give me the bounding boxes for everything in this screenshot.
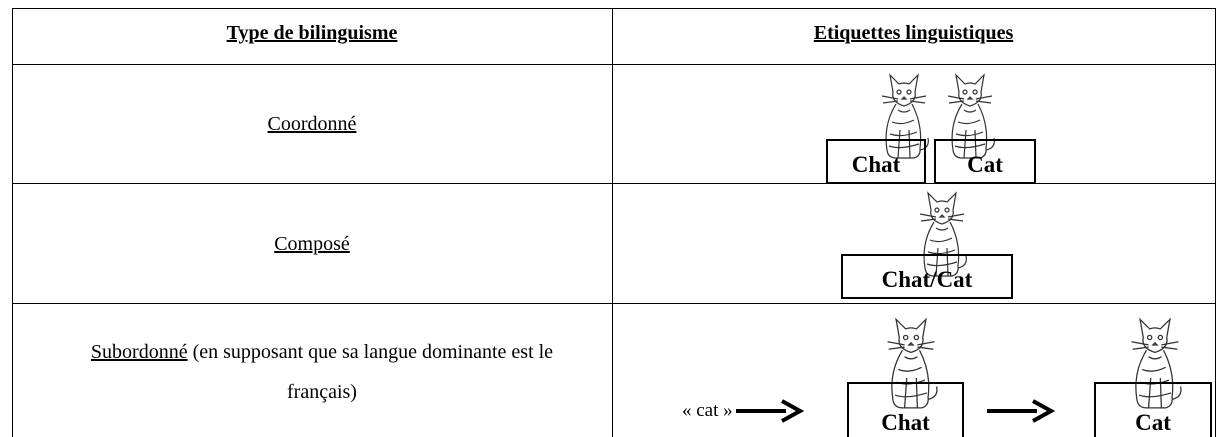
type-cell: Coordonné: [267, 113, 357, 135]
row-border: [12, 303, 1216, 304]
input-word: « cat »: [682, 400, 733, 421]
type-cell: Composé: [274, 233, 350, 255]
header-cell: Type de bilinguisme: [226, 22, 398, 44]
header-cell: Etiquettes linguistiques: [813, 22, 1014, 44]
table-border: [12, 8, 13, 437]
type-cell: Subordonné (en supposant que sa langue d…: [62, 332, 582, 412]
label-box: Cat: [934, 139, 1036, 184]
type-name: Subordonné: [90, 341, 188, 363]
table-border: [12, 8, 1216, 9]
label-box: Cat: [1094, 382, 1212, 437]
arrow: [987, 399, 1055, 423]
row-border: [12, 183, 1216, 184]
label-box: Chat: [847, 382, 964, 437]
column-border: [612, 8, 613, 437]
type-note: (en supposant que sa langue dominante es…: [187, 341, 554, 403]
row-border: [12, 64, 1216, 65]
table-border: [1215, 8, 1216, 437]
arrow: [736, 399, 804, 423]
label-box: Chat/Cat: [841, 254, 1013, 299]
label-box: Chat: [826, 139, 926, 184]
